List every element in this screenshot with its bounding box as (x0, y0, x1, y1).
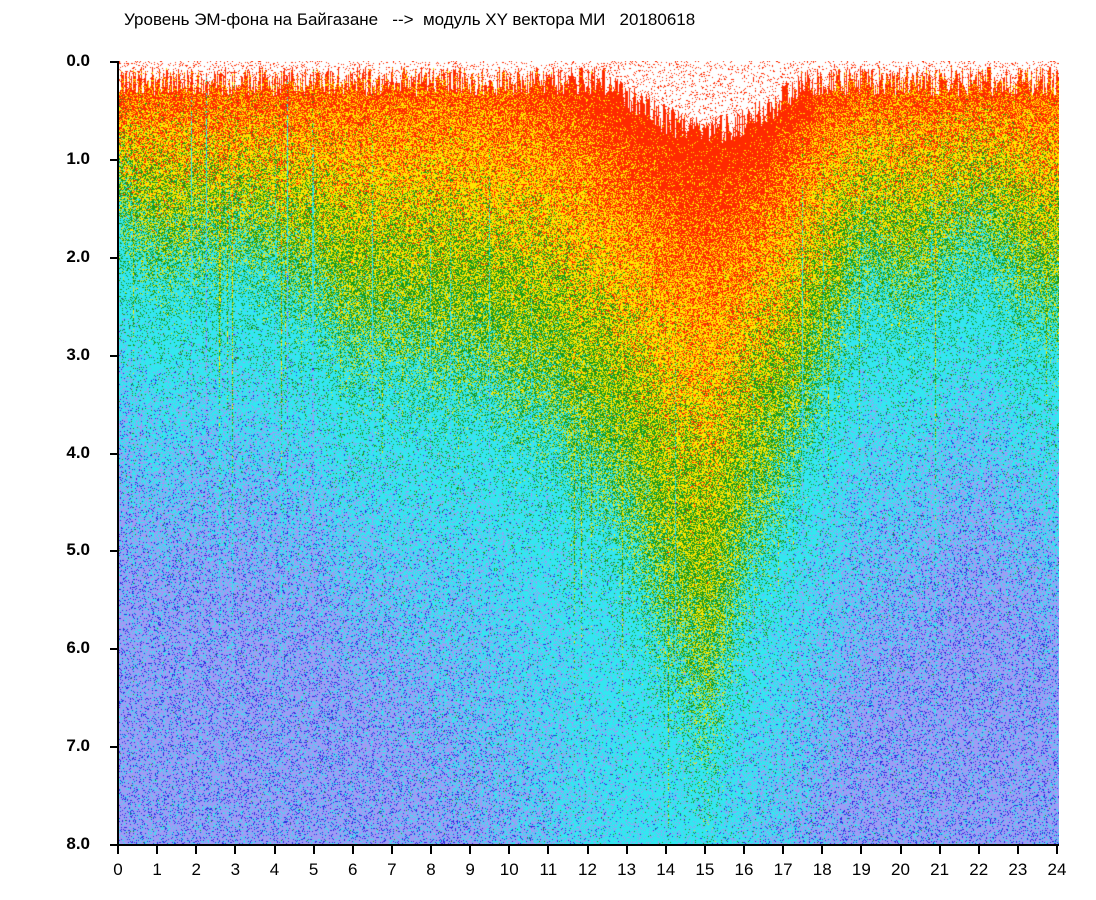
x-tick-mark (782, 846, 785, 854)
x-tick-mark (273, 846, 276, 854)
y-tick-label: 2.0 (66, 246, 90, 266)
x-tick-mark (586, 846, 589, 854)
x-tick-mark (312, 846, 315, 854)
x-tick-label: 21 (930, 860, 950, 879)
x-tick-mark (821, 846, 824, 854)
x-tick-mark (938, 846, 941, 854)
y-tick-label: 3.0 (66, 344, 90, 364)
x-tick-mark (351, 846, 354, 854)
x-tick-label: 3 (230, 860, 241, 879)
x-tick-label: 11 (539, 860, 558, 879)
x-tick-label: 8 (426, 860, 436, 879)
x-tick-mark (547, 846, 550, 854)
y-tick-label: 8.0 (66, 834, 90, 853)
y-tick-mark (110, 550, 118, 553)
x-tick-mark (390, 846, 393, 854)
y-tick-mark (110, 256, 118, 259)
x-tick-mark (508, 846, 511, 854)
x-tick-mark (469, 846, 472, 854)
x-tick-mark (1056, 846, 1058, 854)
x-tick-label: 22 (969, 860, 989, 879)
density-heatmap (119, 61, 1059, 844)
x-tick-label: 10 (499, 860, 519, 879)
y-tick-mark (110, 844, 118, 846)
x-tick-mark (664, 846, 667, 854)
x-tick-mark (195, 846, 198, 854)
y-tick-mark (110, 746, 118, 749)
x-tick-mark (1016, 846, 1019, 854)
y-tick-label: 6.0 (66, 638, 90, 658)
x-tick-label: 7 (387, 860, 397, 879)
x-tick-label: 15 (695, 860, 715, 879)
x-tick-mark (977, 846, 980, 854)
x-tick-label: 16 (734, 860, 754, 879)
x-tick-mark (625, 846, 628, 854)
plot-area (117, 61, 1059, 846)
y-tick-mark (110, 452, 118, 455)
x-tick-label: 19 (851, 860, 871, 879)
y-tick-label: 1.0 (66, 148, 90, 168)
x-tick-label: 13 (617, 860, 637, 879)
y-tick-mark (110, 354, 118, 357)
x-tick-mark (860, 846, 863, 854)
x-tick-mark (234, 846, 237, 854)
x-tick-label: 1 (152, 860, 162, 879)
y-tick-mark (110, 61, 118, 63)
x-tick-label: 17 (773, 860, 793, 879)
x-tick-mark (117, 846, 119, 854)
y-tick-label: 4.0 (66, 442, 90, 462)
x-tick-label: 12 (578, 860, 597, 879)
y-tick-mark (110, 648, 118, 651)
x-tick-label: 0 (113, 860, 123, 879)
x-tick-mark (743, 846, 745, 854)
x-tick-mark (703, 846, 706, 854)
x-tick-mark (156, 846, 159, 854)
y-tick-label: 7.0 (66, 736, 90, 756)
x-tick-label: 6 (348, 860, 358, 879)
y-tick-label: 0.0 (66, 51, 90, 70)
x-tick-label: 2 (191, 860, 201, 879)
x-tick-label: 24 (1047, 860, 1067, 879)
x-tick-label: 18 (812, 860, 832, 879)
x-tick-label: 23 (1008, 860, 1028, 879)
x-tick-mark (899, 846, 902, 854)
x-tick-label: 9 (465, 860, 475, 879)
x-tick-mark (430, 846, 432, 854)
y-tick-mark (110, 158, 118, 161)
x-tick-label: 4 (269, 860, 280, 879)
y-tick-label: 5.0 (66, 540, 90, 560)
x-tick-label: 5 (308, 860, 319, 879)
x-tick-label: 14 (656, 860, 676, 879)
chart-title: Уровень ЭМ-фона на Байгазане --> модуль … (124, 10, 696, 29)
x-tick-label: 20 (891, 860, 910, 879)
